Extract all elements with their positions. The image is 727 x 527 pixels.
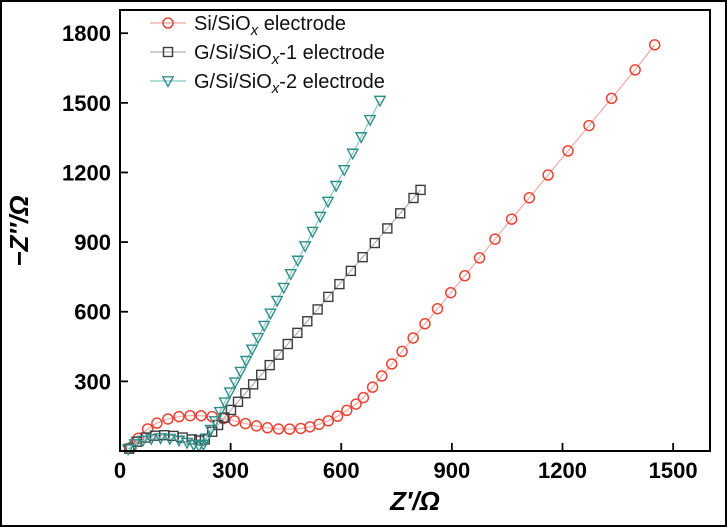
series-2-markers <box>121 95 387 457</box>
plot-frame <box>119 9 711 452</box>
legend-label: G/Si/SiOx-2 electrode <box>194 71 385 97</box>
svg-text:1200: 1200 <box>62 160 111 185</box>
legend-item-1: G/Si/SiOx-1 electrode <box>150 42 385 68</box>
svg-text:300: 300 <box>74 369 111 394</box>
svg-text:1200: 1200 <box>538 458 587 483</box>
svg-text:600: 600 <box>323 458 360 483</box>
series-0-markers <box>125 39 661 454</box>
svg-text:1500: 1500 <box>62 91 111 116</box>
series-2 <box>121 95 387 457</box>
svg-text:900: 900 <box>74 230 111 255</box>
svg-text:1500: 1500 <box>649 458 698 483</box>
svg-text:300: 300 <box>212 458 249 483</box>
series-0 <box>125 39 661 454</box>
svg-text:900: 900 <box>434 458 471 483</box>
svg-text:1800: 1800 <box>62 21 111 46</box>
y-axis-label: −Z″/Ω <box>4 195 34 266</box>
legend-item-2: G/Si/SiOx-2 electrode <box>150 71 385 97</box>
x-axis-ticks: 0 300 600 900 1200 1500 <box>114 443 698 483</box>
legend-label: Si/SiOx electrode <box>194 13 346 39</box>
series-1 <box>124 184 426 454</box>
x-axis-label: Z′/Ω <box>389 486 440 516</box>
y-axis-ticks: 300 600 900 1200 1500 1800 <box>62 21 128 394</box>
svg-text:600: 600 <box>74 300 111 325</box>
legend-label: G/Si/SiOx-1 electrode <box>194 42 385 68</box>
legend-item-0: Si/SiOx electrode <box>150 13 346 39</box>
svg-text:0: 0 <box>114 458 126 483</box>
series-1-markers <box>124 184 426 454</box>
